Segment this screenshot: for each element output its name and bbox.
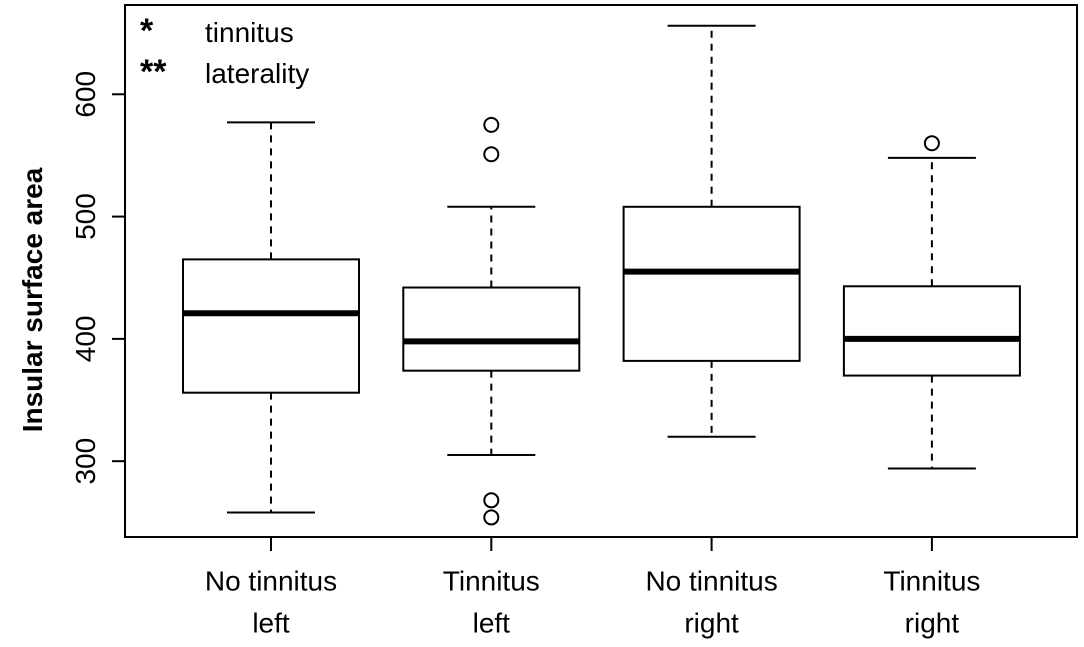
annotation-symbol: * xyxy=(140,12,154,50)
x-tick-label: Tinnitus xyxy=(443,565,540,596)
outlier xyxy=(483,116,500,133)
annotation-label: laterality xyxy=(205,58,309,89)
annotation-symbol: ** xyxy=(140,53,167,91)
y-tick-label: 600 xyxy=(70,71,101,118)
x-tick-label: Tinnitus xyxy=(883,565,980,596)
x-tick-label: No tinnitus xyxy=(645,565,777,596)
y-tick-label: 400 xyxy=(70,316,101,363)
x-tick-label: left xyxy=(252,607,290,638)
plot-frame xyxy=(124,4,1078,538)
outlier xyxy=(483,146,500,163)
x-tick-label: No tinnitus xyxy=(205,565,337,596)
outlier xyxy=(483,509,500,526)
outlier xyxy=(483,492,500,509)
box xyxy=(842,285,1021,377)
y-tick-label: 300 xyxy=(70,438,101,485)
x-tick-label: right xyxy=(684,607,739,638)
box xyxy=(402,286,581,372)
outlier xyxy=(923,135,940,152)
x-tick-label: right xyxy=(905,607,960,638)
annotation-label: tinnitus xyxy=(205,17,294,48)
x-tick-label: left xyxy=(473,607,511,638)
y-tick-label: 500 xyxy=(70,193,101,240)
y-axis-label: Insular surface area xyxy=(17,167,48,432)
box xyxy=(182,258,360,394)
box xyxy=(622,205,801,362)
